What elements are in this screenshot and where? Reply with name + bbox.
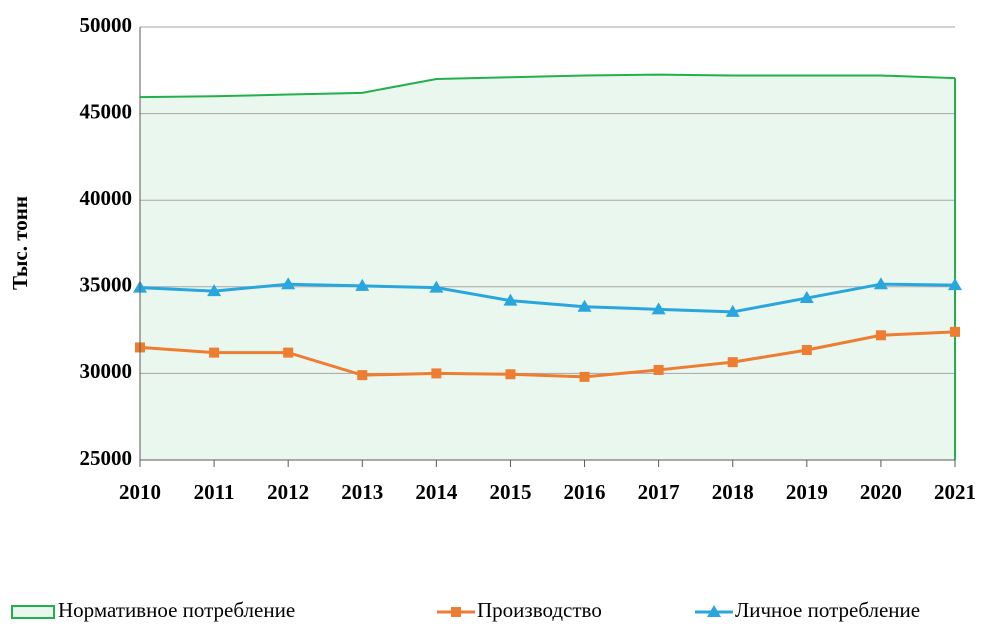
- x-tick-label: 2016: [564, 480, 606, 504]
- legend-label: Нормативное потребление: [58, 598, 295, 622]
- x-tick-label: 2015: [489, 480, 531, 504]
- marker: [503, 293, 518, 306]
- area: [140, 74, 955, 460]
- marker: [651, 302, 666, 315]
- legend-swatch: [11, 605, 55, 619]
- marker: [948, 278, 962, 291]
- marker: [429, 280, 444, 293]
- marker: [799, 291, 814, 304]
- y-tick-label: 25000: [80, 446, 133, 470]
- legend-label: Производство: [477, 598, 602, 622]
- x-tick-label: 2012: [267, 480, 309, 504]
- x-tick-label: 2013: [341, 480, 383, 504]
- marker: [801, 345, 812, 356]
- legend-marker: [707, 605, 721, 617]
- area-line: [139, 73, 956, 99]
- marker: [355, 278, 370, 291]
- x-tick-label: 2010: [119, 480, 161, 504]
- marker: [283, 347, 294, 358]
- marker: [505, 369, 516, 380]
- x-tick-label: 2019: [786, 480, 828, 504]
- marker: [875, 330, 886, 341]
- x-tick-label: 2020: [860, 480, 902, 504]
- marker: [577, 299, 592, 312]
- marker: [357, 370, 368, 381]
- marker: [579, 371, 590, 382]
- marker: [727, 357, 738, 368]
- y-tick-label: 30000: [80, 359, 133, 383]
- marker: [873, 277, 888, 290]
- marker: [207, 284, 222, 297]
- x-tick-label: 2011: [194, 480, 235, 504]
- marker: [431, 368, 442, 379]
- x-tick-label: 2018: [712, 480, 754, 504]
- y-tick-label: 35000: [80, 273, 133, 297]
- line: [139, 282, 956, 314]
- y-tick-label: 50000: [80, 13, 133, 37]
- line: [139, 330, 956, 379]
- marker: [950, 326, 960, 337]
- x-tick-label: 2017: [638, 480, 680, 504]
- legend-marker: [451, 607, 461, 617]
- marker: [209, 347, 220, 358]
- marker: [281, 277, 296, 290]
- y-axis-label: Тыс. тонн: [8, 196, 32, 290]
- marker: [653, 364, 664, 375]
- marker: [725, 304, 740, 317]
- x-tick-label: 2021: [934, 480, 976, 504]
- y-tick-label: 45000: [80, 99, 133, 123]
- legend-label: Личное потребление: [735, 598, 920, 622]
- x-tick-label: 2014: [415, 480, 458, 504]
- y-tick-label: 40000: [80, 186, 133, 210]
